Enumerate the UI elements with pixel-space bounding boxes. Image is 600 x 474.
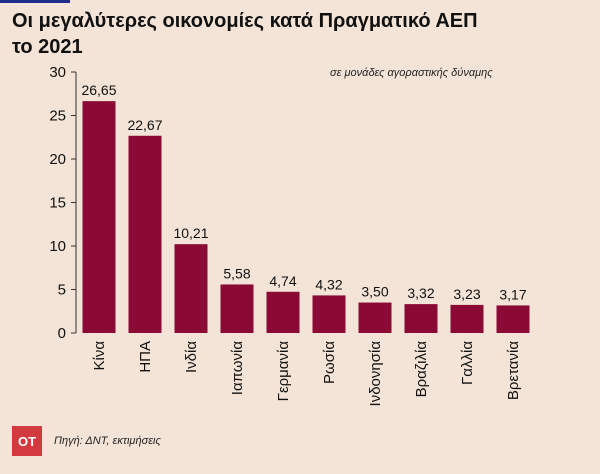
bar xyxy=(82,101,116,334)
bar xyxy=(128,135,162,333)
y-tick-label: 5 xyxy=(58,282,66,299)
y-tick-label: 15 xyxy=(49,195,66,212)
x-tick-label: Ιαπωνία xyxy=(229,341,246,396)
data-label: 4,74 xyxy=(269,273,296,289)
y-tick-label: 30 xyxy=(49,64,66,81)
x-tick-label: Ινδία xyxy=(183,341,200,373)
ot-logo: OT xyxy=(12,426,42,456)
x-tick-label: Γερμανία xyxy=(275,341,292,402)
x-tick-label: Ρωσία xyxy=(321,341,338,384)
data-label: 3,17 xyxy=(499,286,526,302)
data-label: 26,65 xyxy=(81,82,116,98)
source-note: Πηγή: ΔΝΤ, εκτιμήσεις xyxy=(54,435,161,447)
y-tick-label: 10 xyxy=(49,238,66,255)
x-tick-label: Βραζιλία xyxy=(413,341,430,398)
bar xyxy=(358,302,392,333)
data-label: 3,23 xyxy=(453,286,480,302)
x-tick-label: Ινδονησία xyxy=(367,341,384,407)
x-tick-label: Κίνα xyxy=(91,341,108,371)
y-tick-label: 20 xyxy=(49,151,66,168)
bar xyxy=(220,284,254,333)
y-tick-label: 0 xyxy=(58,325,66,342)
x-tick-label: ΗΠΑ xyxy=(137,341,154,373)
chart-subtitle: σε μονάδες αγοραστικής δύναμης xyxy=(330,67,493,79)
data-label: 5,58 xyxy=(223,265,250,281)
bar xyxy=(496,305,530,333)
data-label: 4,32 xyxy=(315,276,342,292)
x-tick-label: Γαλλία xyxy=(459,341,476,385)
data-label: 3,32 xyxy=(407,285,434,301)
chart-title: Οι μεγαλύτερες οικονομίες κατά Πραγματικ… xyxy=(12,10,478,58)
bar xyxy=(174,244,208,333)
data-label: 22,67 xyxy=(127,117,162,133)
bar xyxy=(450,304,484,333)
bar xyxy=(312,295,346,333)
data-label: 10,21 xyxy=(173,225,208,241)
data-label: 3,50 xyxy=(361,284,388,300)
x-tick-label: Βρετανία xyxy=(505,341,522,400)
bar xyxy=(404,304,438,333)
y-tick-label: 25 xyxy=(49,108,66,125)
top-accent-rule xyxy=(0,0,70,3)
bar xyxy=(266,291,300,333)
